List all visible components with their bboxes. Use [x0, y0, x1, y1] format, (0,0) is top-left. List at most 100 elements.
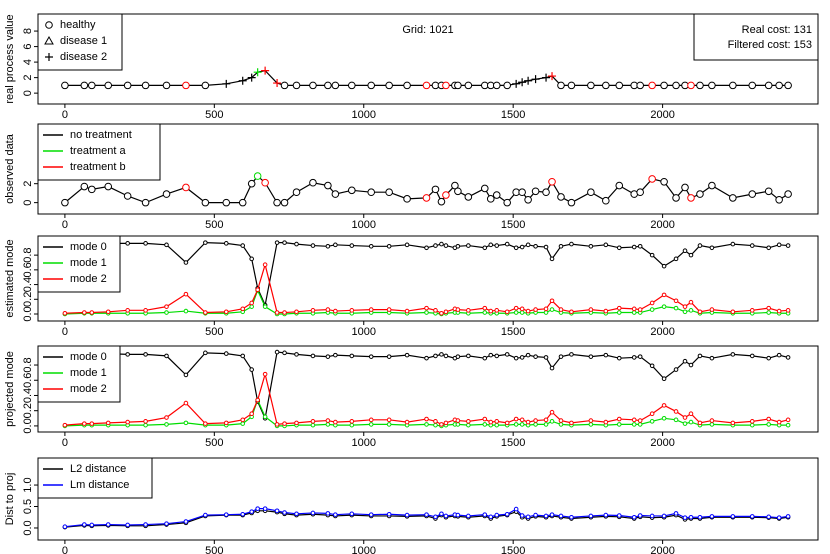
- data-point: [331, 81, 340, 90]
- data-point: [455, 354, 461, 359]
- data-point: [649, 513, 655, 519]
- data-point: [648, 175, 656, 183]
- data-point: [253, 68, 262, 77]
- data-point: [162, 81, 171, 90]
- data-point: [123, 81, 132, 90]
- data-point: [482, 305, 488, 311]
- data-point: [62, 422, 68, 428]
- data-point: [349, 422, 355, 428]
- data-point: [261, 178, 269, 187]
- data-point: [455, 307, 461, 312]
- data-point: [708, 181, 716, 190]
- data-point: [433, 308, 438, 313]
- data-point: [661, 416, 667, 421]
- y-tick-label: 0.8: [22, 247, 34, 262]
- y-tick-label: 4: [22, 59, 34, 65]
- data-point: [482, 245, 488, 251]
- data-point: [488, 514, 494, 520]
- data-point: [543, 417, 549, 423]
- legend-label: L2 distance: [70, 463, 126, 475]
- legend-label: no treatment: [70, 129, 132, 141]
- data-point: [294, 309, 299, 315]
- data-point: [143, 419, 148, 424]
- data-point: [543, 513, 549, 519]
- data-point: [240, 306, 246, 312]
- legend-label: mode 0: [70, 241, 107, 253]
- x-tick-label: 500: [205, 437, 223, 449]
- data-point: [616, 513, 622, 518]
- data-point: [533, 307, 538, 312]
- cost-label: Filtered cost: 153: [728, 39, 812, 51]
- data-point: [385, 188, 393, 197]
- data-point: [525, 419, 531, 425]
- data-point: [681, 183, 689, 192]
- data-point: [203, 421, 208, 426]
- data-point: [466, 308, 471, 313]
- data-point: [292, 81, 301, 90]
- data-point: [143, 308, 148, 313]
- data-point: [164, 422, 169, 427]
- data-point: [587, 81, 595, 90]
- data-point: [531, 187, 540, 196]
- data-point: [249, 509, 254, 514]
- data-point: [569, 309, 574, 315]
- data-point: [531, 75, 540, 84]
- legend-label: healthy: [60, 19, 96, 31]
- legend-box: [37, 345, 121, 403]
- data-point: [368, 307, 374, 312]
- data-point: [386, 417, 392, 423]
- data-point: [488, 419, 494, 425]
- data-point: [454, 81, 462, 90]
- data-point: [673, 298, 679, 304]
- data-point: [125, 352, 130, 357]
- data-point: [548, 72, 557, 81]
- data-point: [766, 422, 771, 427]
- data-point: [616, 305, 622, 311]
- data-point: [709, 307, 715, 312]
- data-point: [519, 306, 525, 312]
- data-point: [776, 419, 782, 425]
- data-point: [433, 353, 438, 359]
- data-point: [240, 243, 246, 248]
- data-point: [682, 358, 688, 364]
- data-point: [466, 353, 471, 359]
- data-point: [549, 307, 555, 312]
- legend-symbol: [44, 35, 54, 45]
- data-point: [749, 353, 755, 359]
- data-point: [661, 376, 667, 382]
- data-point: [525, 308, 531, 314]
- data-point: [333, 419, 338, 425]
- data-point: [549, 419, 555, 424]
- x-tick-label: 1000: [352, 219, 376, 231]
- data-point: [82, 421, 87, 426]
- data-point: [602, 81, 610, 90]
- data-point: [480, 184, 489, 193]
- x-tick-label: 1500: [501, 219, 525, 231]
- data-point: [748, 81, 757, 90]
- data-point: [603, 352, 609, 358]
- data-point: [240, 353, 246, 359]
- data-point: [688, 299, 694, 305]
- data-point: [273, 79, 282, 88]
- data-point: [548, 177, 556, 186]
- data-point: [682, 421, 688, 426]
- data-point: [80, 182, 89, 191]
- data-point: [454, 187, 462, 196]
- data-point: [533, 422, 538, 427]
- data-point: [631, 514, 637, 520]
- data-point: [557, 81, 565, 90]
- data-point: [222, 79, 231, 88]
- data-point: [125, 241, 130, 246]
- legend-label: treatment b: [70, 161, 126, 173]
- data-point: [697, 243, 703, 248]
- data-point: [310, 243, 316, 248]
- legend-label: mode 0: [70, 351, 107, 363]
- data-point: [433, 419, 438, 424]
- data-point: [543, 244, 549, 250]
- data-point: [488, 242, 494, 248]
- data-point: [333, 308, 338, 314]
- data-point: [519, 355, 525, 360]
- data-point: [310, 510, 316, 516]
- data-point: [424, 512, 429, 517]
- data-point: [775, 195, 783, 204]
